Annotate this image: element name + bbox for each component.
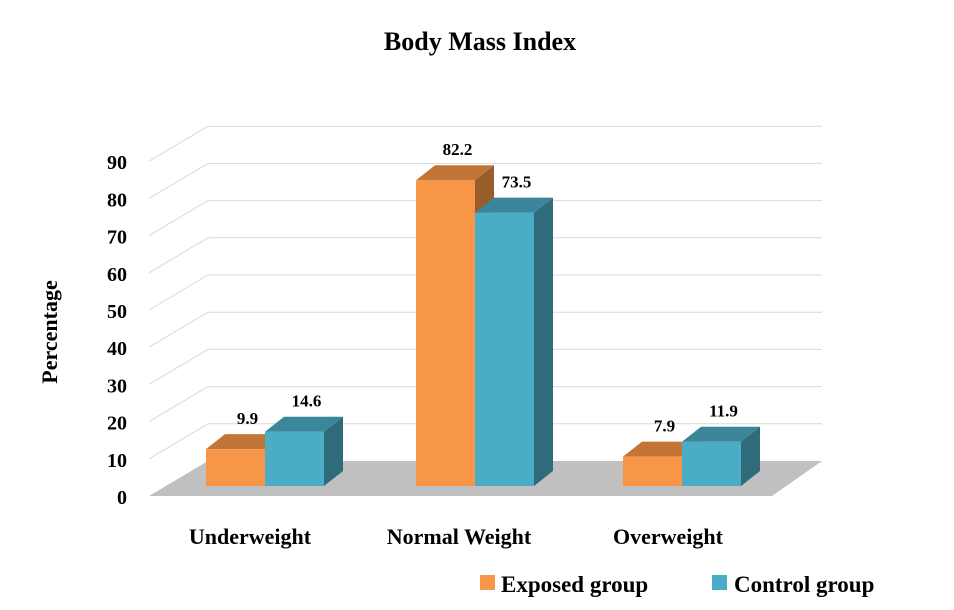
data-label: 7.9 bbox=[654, 417, 675, 436]
gridline-diagonal bbox=[148, 237, 209, 274]
bar-top bbox=[416, 165, 494, 181]
gridline-diagonal bbox=[148, 386, 209, 423]
legend-label-exposed: Exposed group bbox=[501, 572, 648, 597]
y-tick-label: 60 bbox=[107, 264, 127, 286]
x-axis-tick-labels: Underweight Normal Weight Overweight bbox=[189, 524, 724, 549]
data-label: 11.9 bbox=[709, 402, 738, 421]
data-label: 14.6 bbox=[292, 392, 322, 411]
bar-side bbox=[741, 426, 760, 486]
bar-top bbox=[265, 416, 343, 432]
gridline-diagonal bbox=[148, 423, 209, 460]
bar bbox=[475, 212, 534, 486]
legend-swatch-exposed bbox=[480, 575, 495, 590]
bar bbox=[682, 441, 741, 486]
data-label: 9.9 bbox=[237, 409, 258, 428]
x-tick-label: Overweight bbox=[613, 524, 724, 549]
y-axis-label: Percentage bbox=[37, 280, 62, 384]
legend: Exposed group Control group bbox=[480, 572, 874, 597]
bars bbox=[206, 165, 760, 486]
gridline-diagonal bbox=[148, 274, 209, 311]
gridline-diagonal bbox=[148, 311, 209, 348]
bar-top bbox=[623, 441, 701, 457]
x-tick-label: Underweight bbox=[189, 524, 312, 549]
y-tick-label: 80 bbox=[107, 189, 127, 211]
y-tick-label: 20 bbox=[107, 413, 127, 435]
gridline-diagonal bbox=[148, 348, 209, 385]
bar bbox=[416, 180, 475, 486]
bar-side bbox=[324, 416, 343, 486]
bar-top bbox=[475, 197, 553, 213]
y-tick-label: 50 bbox=[107, 301, 127, 323]
gridline-diagonal bbox=[148, 200, 209, 237]
y-tick-label: 40 bbox=[107, 338, 127, 360]
y-tick-label: 0 bbox=[117, 487, 127, 509]
data-label: 82.2 bbox=[443, 140, 473, 159]
bar bbox=[265, 431, 324, 486]
gridline-diagonal bbox=[148, 162, 209, 199]
bar-top bbox=[206, 434, 284, 450]
data-label: 73.5 bbox=[502, 173, 532, 192]
bar bbox=[206, 449, 265, 486]
chart-title: Body Mass Index bbox=[384, 27, 576, 56]
y-tick-label: 70 bbox=[107, 227, 127, 249]
data-labels: 9.9 14.6 82.2 73.5 7.9 11.9 bbox=[237, 140, 738, 435]
y-tick-label: 10 bbox=[107, 450, 127, 472]
y-tick-label: 30 bbox=[107, 375, 127, 397]
bar bbox=[623, 456, 682, 486]
gridline-diagonal bbox=[148, 125, 209, 162]
bar-side bbox=[534, 197, 553, 486]
x-tick-label: Normal Weight bbox=[387, 524, 532, 549]
y-axis-tick-labels: 0 10 20 30 40 50 60 70 80 90 bbox=[107, 152, 127, 509]
bar-top bbox=[682, 426, 760, 442]
y-tick-label: 90 bbox=[107, 152, 127, 174]
legend-swatch-control bbox=[712, 575, 727, 590]
legend-label-control: Control group bbox=[734, 572, 874, 597]
